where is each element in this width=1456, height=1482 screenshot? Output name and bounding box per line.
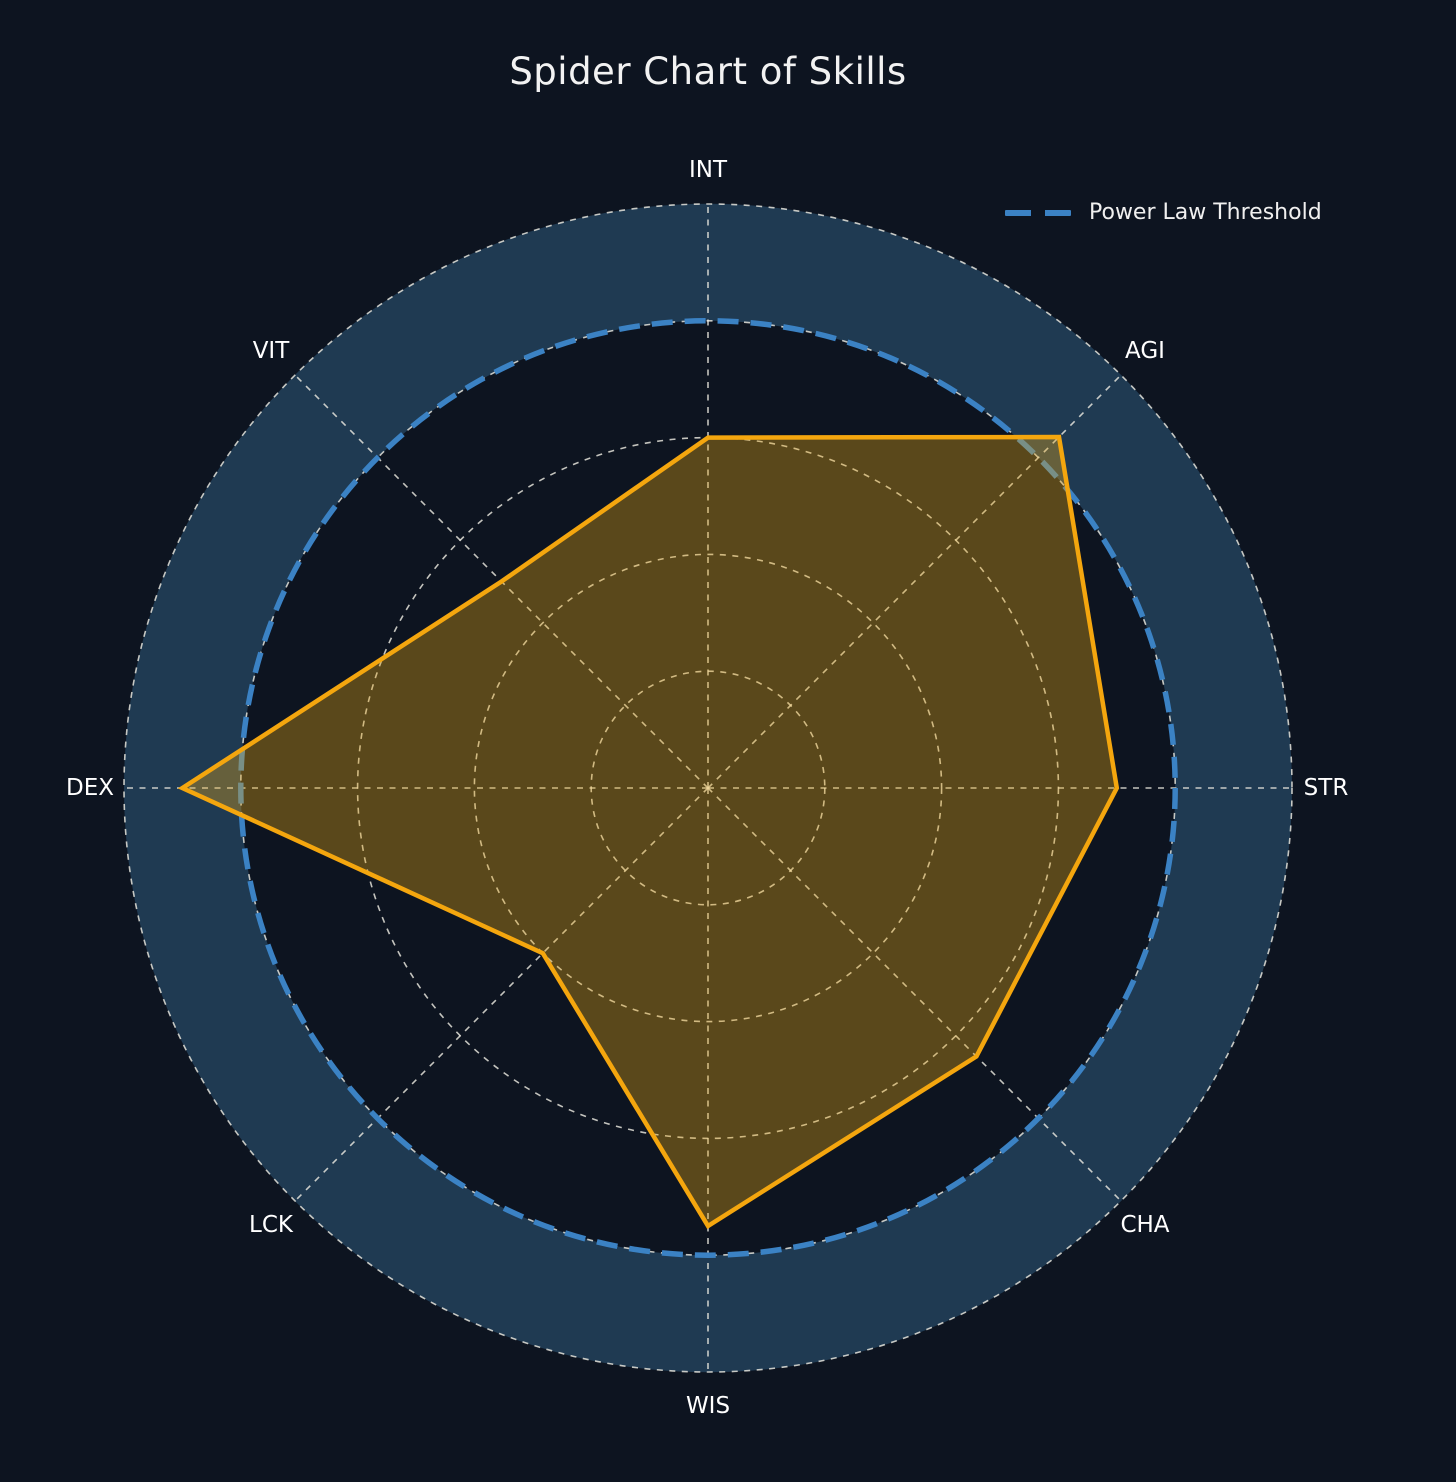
grid-circle-4 — [473, 553, 943, 1023]
spoke-agi — [707, 374, 1122, 789]
axis-label-vit: VIT — [253, 338, 291, 364]
skills-polygon — [177, 434, 1120, 1230]
axis-label-wis: WIS — [686, 1393, 730, 1419]
spoke-cha — [707, 787, 1122, 1202]
threshold-circle — [238, 318, 1178, 1258]
grid-circle-10 — [123, 203, 1293, 1373]
axis-label-agi: AGI — [1125, 338, 1165, 364]
axis-label-lck: LCK — [249, 1212, 294, 1238]
chart-title: Spider Chart of Skills — [509, 50, 907, 93]
axis-label-cha: CHA — [1120, 1212, 1169, 1238]
axis-label-dex: DEX — [66, 775, 114, 801]
legend: Power Law Threshold — [1005, 200, 1322, 225]
spoke-lck — [294, 787, 709, 1202]
legend-label: Power Law Threshold — [1089, 200, 1322, 225]
threshold-legend-line-icon — [1005, 209, 1071, 216]
axis-label-int: INT — [689, 157, 728, 183]
axis-label-str: STR — [1304, 775, 1349, 801]
